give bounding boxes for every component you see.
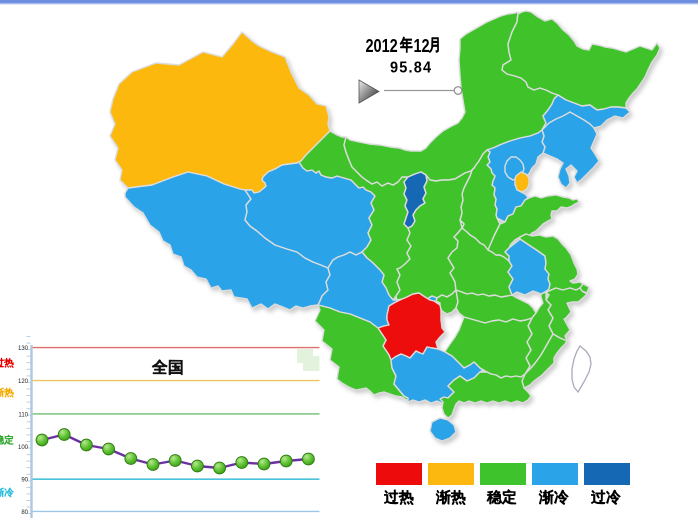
svg-text:95.84: 95.84	[390, 59, 432, 77]
svg-text:110: 110	[18, 412, 28, 418]
svg-text:100: 100	[18, 445, 29, 451]
svg-text:80: 80	[21, 510, 28, 516]
svg-text:120: 120	[18, 379, 29, 385]
svg-text:2012: 2012	[366, 35, 398, 56]
svg-text:130: 130	[18, 346, 29, 352]
svg-text:90: 90	[21, 478, 28, 484]
svg-text:12: 12	[414, 35, 430, 56]
